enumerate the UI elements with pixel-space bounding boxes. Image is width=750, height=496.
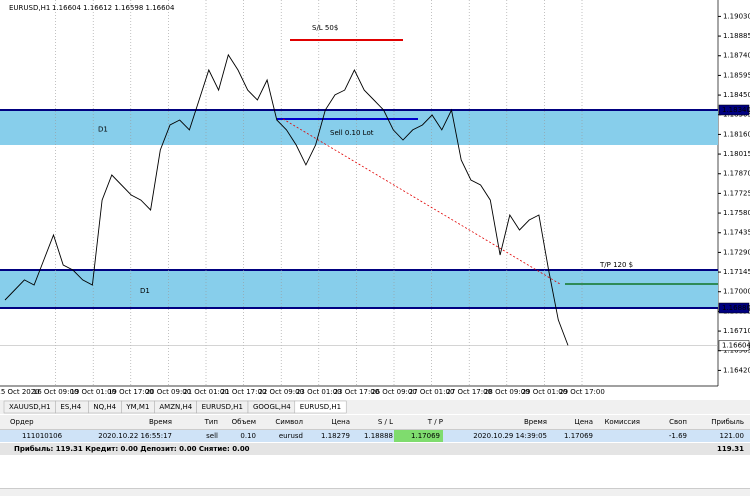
price-marker-label: 1.18340 (722, 106, 750, 114)
time-label: 27 Oct 01:00 (409, 388, 455, 396)
chart: EURUSD,H1 1.16604 1.16612 1.16598 1.1660… (0, 0, 750, 415)
total: 119.31 (716, 445, 744, 453)
column-header: Цена (331, 418, 350, 426)
chart-ohlc: 1.16604 1.16612 1.16598 1.16604 (52, 4, 175, 12)
column-header: Цена (574, 418, 593, 426)
price-label: 1.17435 (723, 229, 750, 237)
column-header: T / P (427, 418, 443, 426)
column-header: Комиссия (604, 418, 640, 426)
column-header: Объем (231, 418, 256, 426)
order-type: sell (206, 432, 218, 440)
table-header: Ордер Время Тип Объем Символ Цена S / L T / P Вр… (0, 415, 750, 430)
order-symbol: eurusd (278, 432, 303, 440)
price-marker-label: 1.16604 (722, 341, 750, 349)
price-label: 1.18885 (723, 32, 750, 40)
order-open-time: 2020.10.22 16:55:17 (98, 432, 172, 440)
tab-label[interactable]: ES,H4 (60, 403, 81, 411)
price-marker-bg (718, 104, 750, 116)
summary-row: Прибыль: 119.31 Кредит: 0.00 Депозит: 0.… (0, 443, 750, 455)
time-label: 26 Oct 09:00 (371, 388, 417, 396)
price-label: 1.17725 (723, 189, 750, 197)
time-label: 29 Oct 17:00 (559, 388, 605, 396)
price-label: 1.17145 (723, 268, 750, 276)
zone (0, 270, 718, 309)
order-volume: 0.10 (240, 432, 256, 440)
zone (0, 109, 718, 145)
price-label: 1.17290 (723, 248, 750, 256)
price-label: 1.17580 (723, 209, 750, 217)
price-label: 1.18450 (723, 91, 750, 99)
order-sl: 1.18888 (364, 432, 393, 440)
stop-loss-label: S/L 50$ (312, 24, 338, 32)
time-label: 19 Oct 01:00 (70, 388, 116, 396)
zone-label: D1 (140, 287, 150, 295)
price-marker-label: 1.16880 (722, 304, 750, 312)
time-label: 23 Oct 17:00 (334, 388, 380, 396)
price-label: 1.16565 (723, 347, 750, 355)
bottom-tabs (0, 488, 750, 496)
column-header: Прибыль (711, 418, 744, 426)
tab[interactable] (294, 400, 347, 414)
order-tp: 1.17069 (394, 430, 443, 442)
order-row[interactable]: 111010106 2020.10.22 16:55:17 sell 0.10 euru… (0, 430, 750, 442)
column-header: Тип (204, 418, 218, 426)
price-marker-bg (718, 340, 750, 351)
column-header: Время (148, 418, 172, 426)
tab-label[interactable]: AMZN,H4 (159, 403, 192, 411)
price-label: 1.18740 (723, 52, 750, 60)
column-header: Символ (275, 418, 303, 426)
zone-label: D1 (98, 125, 108, 133)
time-label: 27 Oct 17:00 (446, 388, 492, 396)
trade-link (282, 118, 561, 285)
order-time: 2020.10.29 14:39:05 (473, 432, 547, 440)
time-label: 16 Oct 09:00 (33, 388, 79, 396)
price-label: 1.18595 (723, 71, 750, 79)
chart-symbol: EURUSD,H1 (9, 4, 50, 12)
tab-label[interactable]: XAUUSD,H1 (9, 403, 51, 411)
entry-label: Sell 0.10 Lot (330, 129, 374, 137)
order-profit: 121.00 (719, 432, 745, 440)
tab-label[interactable]: YM,M1 (125, 403, 149, 411)
order-swap: -1.69 (668, 432, 687, 440)
tab-label[interactable]: EURUSD,H1 (300, 403, 341, 411)
column-header: S / L (377, 418, 393, 426)
price-label: 1.19030 (723, 12, 750, 20)
column-header: Ордер (10, 418, 34, 426)
price-label: 1.16420 (723, 366, 750, 374)
price-label: 1.17870 (723, 170, 750, 178)
tab-label[interactable]: NQ,H4 (93, 403, 116, 411)
order-price: 1.17069 (564, 432, 593, 440)
price-line (4, 53, 569, 346)
time-label: 20 Oct 09:00 (146, 388, 192, 396)
price-label: 1.18015 (723, 150, 750, 158)
price-marker-bg (718, 302, 750, 314)
time-label: 15 Oct 2020 (0, 388, 40, 396)
time-label: 21 Oct 01:00 (183, 388, 229, 396)
price-label: 1.17000 (723, 288, 750, 296)
summary: Прибыль: 119.31 Кредит: 0.00 Депозит: 0.… (14, 445, 250, 453)
column-header: Своп (669, 418, 687, 426)
time-label: 19 Oct 17:00 (108, 388, 154, 396)
order-ticket: 111010106 (22, 432, 63, 440)
price-label: 1.16710 (723, 327, 750, 335)
time-label: 28 Oct 09:00 (484, 388, 530, 396)
tab-label[interactable]: GOOGL,H4 (253, 403, 291, 411)
price-label: 1.18160 (723, 130, 750, 138)
chart-bg (0, 0, 750, 415)
time-label: 29 Oct 01:00 (522, 388, 568, 396)
take-profit-label: T/P 120 $ (599, 261, 633, 269)
time-label: 23 Oct 01:00 (296, 388, 342, 396)
order-open-price: 1.18279 (321, 432, 350, 440)
tab-label[interactable]: EURUSD,H1 (202, 403, 243, 411)
time-label: 21 Oct 17:00 (221, 388, 267, 396)
column-header: Время (523, 418, 547, 426)
time-label: 22 Oct 09:00 (258, 388, 304, 396)
